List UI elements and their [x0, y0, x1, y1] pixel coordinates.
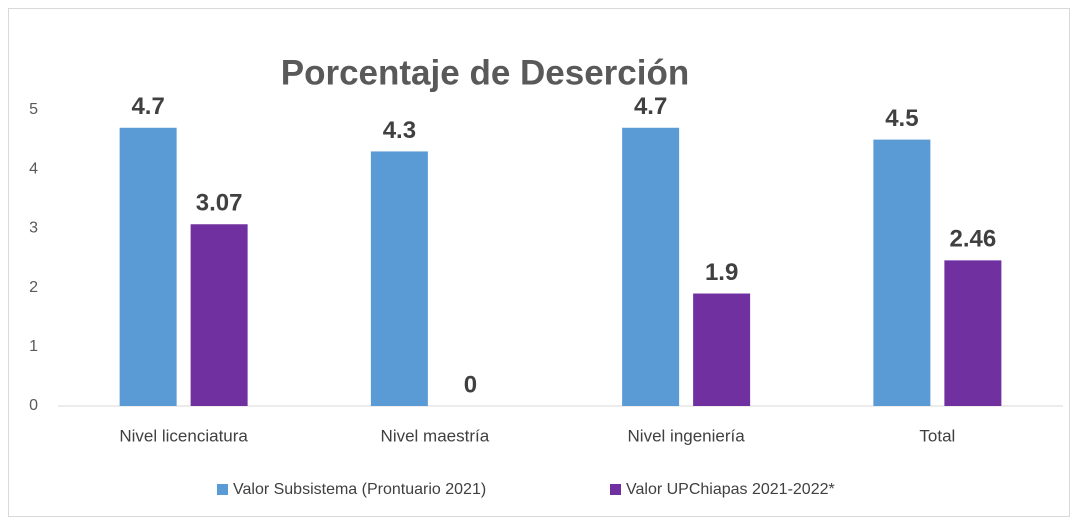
- bar: [370, 151, 428, 406]
- bar: [119, 127, 177, 406]
- y-tick-label: 0: [29, 397, 38, 414]
- bar: [693, 293, 751, 406]
- x-tick-label: Total: [919, 426, 955, 445]
- y-tick-label: 4: [29, 160, 38, 177]
- x-tick-label: Nivel maestría: [381, 426, 490, 445]
- y-tick-label: 2: [29, 279, 38, 296]
- bar: [944, 260, 1002, 406]
- y-tick-label: 5: [29, 101, 38, 118]
- data-label: 3.07: [196, 190, 243, 217]
- legend-swatch: [217, 484, 228, 495]
- chart-title: Porcentaje de Deserción: [281, 53, 690, 92]
- bar: [622, 127, 680, 406]
- data-label: 4.5: [885, 105, 918, 132]
- data-label: 4.7: [634, 93, 667, 120]
- legend-swatch: [610, 484, 621, 495]
- data-label: 4.3: [383, 117, 416, 144]
- data-label: 0: [464, 371, 477, 398]
- bar: [873, 139, 931, 406]
- legend-label: Valor Subsistema (Prontuario 2021): [233, 481, 486, 498]
- x-tick-label: Nivel licenciatura: [119, 426, 248, 445]
- y-tick-label: 1: [29, 338, 38, 355]
- data-label: 2.46: [950, 226, 997, 253]
- y-tick-label: 3: [29, 220, 38, 237]
- data-label: 4.7: [131, 93, 164, 120]
- bar: [190, 224, 248, 406]
- data-label: 1.9: [705, 259, 738, 286]
- legend-label: Valor UPChiapas 2021-2022*: [626, 481, 835, 498]
- x-tick-label: Nivel ingeniería: [628, 426, 746, 445]
